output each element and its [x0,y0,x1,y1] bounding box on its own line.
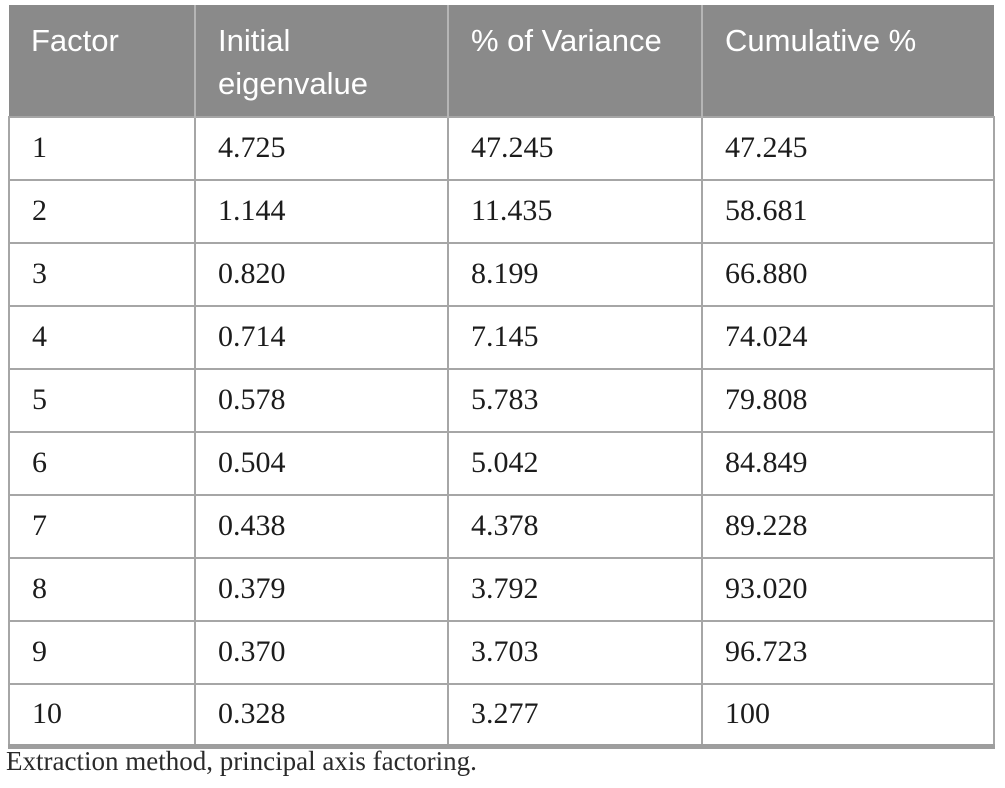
cell-cumulative-pct: 84.849 [701,430,995,496]
factor-eigenvalue-table: Factor Initial eigenvalue % of Variance … [8,5,995,750]
cell-initial-eigenvalue: 0.820 [194,241,449,307]
cell-cumulative-pct: 66.880 [701,241,995,307]
cell-initial-eigenvalue: 0.379 [194,556,449,622]
table-row: 5 0.578 5.783 79.808 [8,367,995,433]
table-header-row: Factor Initial eigenvalue % of Variance … [9,5,994,117]
cell-factor: 4 [8,304,196,370]
cell-factor: 6 [8,430,196,496]
cell-initial-eigenvalue: 1.144 [194,178,449,244]
cell-pct-variance: 8.199 [447,241,703,307]
cell-pct-variance: 11.435 [447,178,703,244]
cell-cumulative-pct: 100 [701,682,995,750]
cell-cumulative-pct: 58.681 [701,178,995,244]
cell-pct-variance: 3.792 [447,556,703,622]
cell-factor: 3 [8,241,196,307]
cell-pct-variance: 3.703 [447,619,703,685]
cell-cumulative-pct: 47.245 [701,115,995,181]
cell-initial-eigenvalue: 0.328 [194,682,449,750]
cell-initial-eigenvalue: 0.438 [194,493,449,559]
header-factor: Factor [9,5,195,117]
cell-cumulative-pct: 74.024 [701,304,995,370]
cell-pct-variance: 7.145 [447,304,703,370]
cell-cumulative-pct: 89.228 [701,493,995,559]
cell-factor: 1 [8,115,196,181]
table-row: 7 0.438 4.378 89.228 [8,493,995,559]
cell-factor: 5 [8,367,196,433]
cell-cumulative-pct: 96.723 [701,619,995,685]
cell-pct-variance: 47.245 [447,115,703,181]
cell-factor: 8 [8,556,196,622]
cell-initial-eigenvalue: 0.370 [194,619,449,685]
header-initial-eigenvalue: Initial eigenvalue [194,5,448,117]
table-row: 2 1.144 11.435 58.681 [8,178,995,244]
header-pct-variance: % of Variance [447,5,702,117]
cell-cumulative-pct: 93.020 [701,556,995,622]
table-row: 1 4.725 47.245 47.245 [8,115,995,181]
cell-initial-eigenvalue: 0.714 [194,304,449,370]
cell-factor: 7 [8,493,196,559]
table-footnote: Extraction method, principal axis factor… [6,746,477,776]
cell-factor: 2 [8,178,196,244]
table-row: 10 0.328 3.277 100 [8,682,995,750]
cell-initial-eigenvalue: 4.725 [194,115,449,181]
table-row: 4 0.714 7.145 74.024 [8,304,995,370]
cell-pct-variance: 5.042 [447,430,703,496]
cell-factor: 9 [8,619,196,685]
header-cumulative-pct: Cumulative % [701,5,994,117]
cell-pct-variance: 3.277 [447,682,703,750]
table-row: 6 0.504 5.042 84.849 [8,430,995,496]
cell-initial-eigenvalue: 0.504 [194,430,449,496]
table-row: 8 0.379 3.792 93.020 [8,556,995,622]
table-row: 3 0.820 8.199 66.880 [8,241,995,307]
table-row: 9 0.370 3.703 96.723 [8,619,995,685]
cell-pct-variance: 4.378 [447,493,703,559]
cell-cumulative-pct: 79.808 [701,367,995,433]
cell-pct-variance: 5.783 [447,367,703,433]
cell-initial-eigenvalue: 0.578 [194,367,449,433]
cell-factor: 10 [8,682,196,750]
